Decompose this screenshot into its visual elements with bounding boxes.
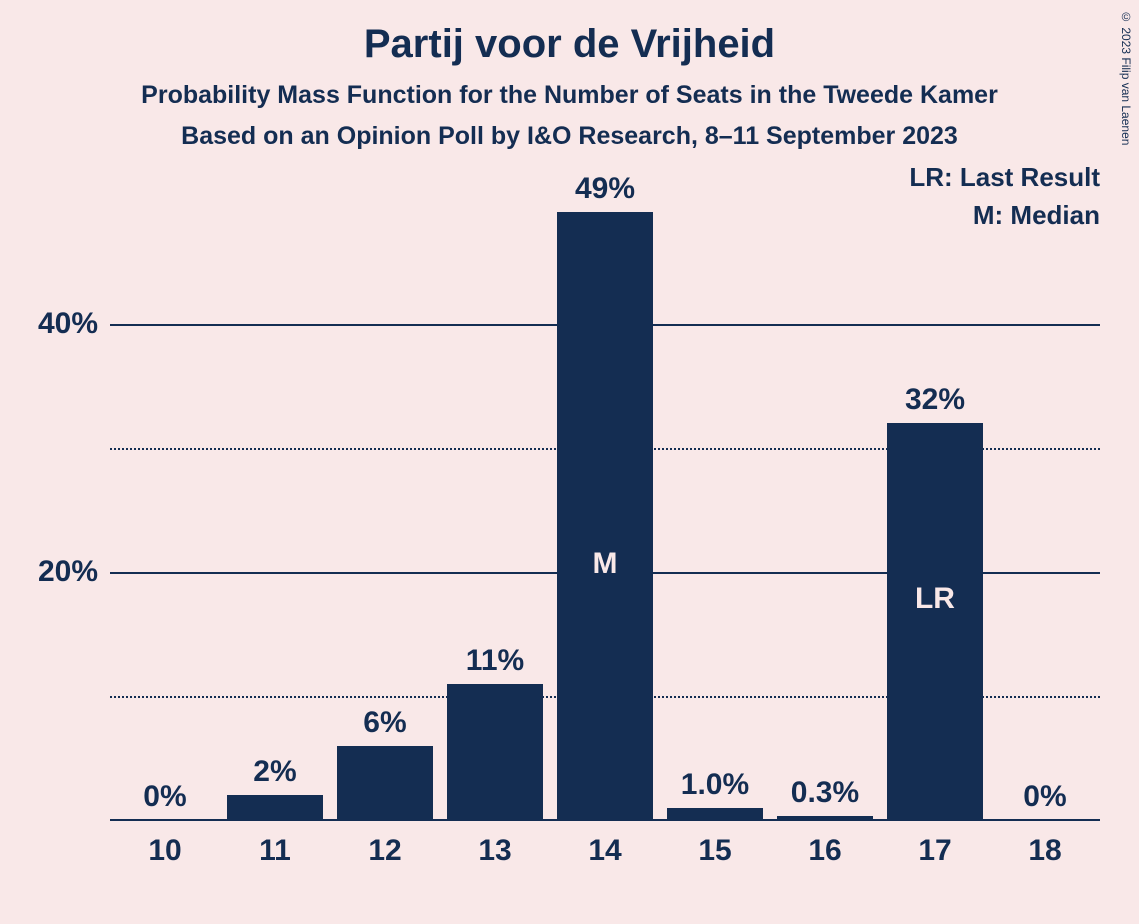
bar-value-label: 0.3%	[791, 776, 859, 816]
bar-marker: LR	[915, 582, 955, 616]
legend-m: M: Median	[973, 200, 1100, 231]
bar: 2%	[227, 795, 324, 820]
chart-subtitle-2: Based on an Opinion Poll by I&O Research…	[0, 122, 1139, 151]
bar-value-label: 0%	[1023, 780, 1066, 820]
x-axis-label: 13	[478, 820, 511, 868]
bar-value-label: 1.0%	[681, 768, 749, 808]
legend-lr: LR: Last Result	[909, 162, 1100, 193]
x-axis-label: 11	[259, 820, 291, 868]
chart-title: Partij voor de Vrijheid	[0, 0, 1139, 67]
x-axis-label: 15	[698, 820, 731, 868]
x-axis-label: 10	[148, 820, 181, 868]
bar-value-label: 49%	[575, 172, 635, 212]
bar: 11%	[447, 684, 544, 820]
bar: 6%	[337, 746, 434, 820]
bar: 32%LR	[887, 423, 984, 820]
copyright-text: © 2023 Filip van Laenen	[1119, 10, 1133, 145]
x-axis-label: 18	[1028, 820, 1061, 868]
x-axis-label: 17	[918, 820, 951, 868]
bar-marker: M	[592, 547, 617, 581]
chart-subtitle-1: Probability Mass Function for the Number…	[0, 81, 1139, 110]
y-axis-label: 20%	[38, 555, 110, 589]
x-axis-label: 16	[808, 820, 841, 868]
y-axis-label: 40%	[38, 307, 110, 341]
bar-value-label: 0%	[143, 780, 186, 820]
bar-value-label: 2%	[253, 755, 296, 795]
chart-plot-area: 20%40%0%102%116%1211%1349%M141.0%150.3%1…	[110, 200, 1100, 820]
bar-value-label: 32%	[905, 383, 965, 423]
x-axis-label: 14	[588, 820, 621, 868]
bar-value-label: 6%	[363, 706, 406, 746]
bar-value-label: 11%	[466, 644, 524, 684]
bar: 49%M	[557, 212, 654, 820]
bar: 1.0%	[667, 808, 764, 820]
x-axis-label: 12	[368, 820, 401, 868]
